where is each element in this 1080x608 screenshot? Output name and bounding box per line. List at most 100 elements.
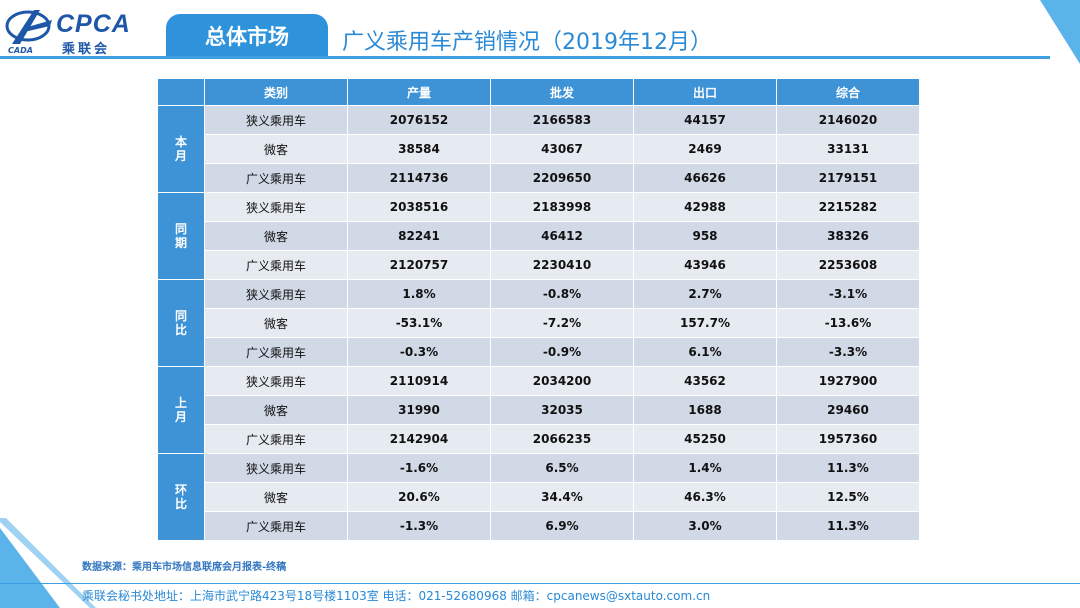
category-cell: 广义乘用车 [204, 424, 348, 454]
value-cell: 46626 [633, 163, 777, 193]
cpca-emblem-icon [5, 10, 52, 44]
group-label-text: 上月 [174, 396, 187, 424]
category-cell: 微客 [204, 482, 348, 512]
table-row: 微客 31990 32035 1688 29460 [158, 395, 920, 425]
table-row: 广义乘用车 -0.3% -0.9% 6.1% -3.3% [158, 337, 920, 367]
value-cell: -3.3% [776, 337, 920, 367]
value-cell: 2.7% [633, 279, 777, 309]
table-row: 广义乘用车 2114736 2209650 46626 2179151 [158, 163, 920, 193]
value-cell: 1927900 [776, 366, 920, 396]
section-tab: 总体市场 [166, 14, 328, 58]
table-row: 广义乘用车 2142904 2066235 45250 1957360 [158, 424, 920, 454]
category-cell: 狭义乘用车 [204, 105, 348, 135]
value-cell: 2179151 [776, 163, 920, 193]
category-cell: 狭义乘用车 [204, 453, 348, 483]
value-cell: 6.1% [633, 337, 777, 367]
value-cell: -0.9% [490, 337, 634, 367]
column-header: 批发 [490, 78, 634, 106]
column-header: 综合 [776, 78, 920, 106]
table-row: 本月 狭义乘用车 2076152 2166583 44157 2146020 [157, 105, 920, 193]
value-cell: 2469 [633, 134, 777, 164]
value-cell: 2183998 [490, 192, 634, 222]
data-source-note: 数据来源：乘用车市场信息联席会月报表-终稿 [82, 562, 287, 573]
group-label-text: 环比 [174, 483, 187, 511]
value-cell: 20.6% [347, 482, 491, 512]
logo-chinese: 乘联会 [62, 42, 111, 57]
table-row: 广义乘用车 2120757 2230410 43946 2253608 [158, 250, 920, 280]
value-cell: 2076152 [347, 105, 491, 135]
value-cell: 38584 [347, 134, 491, 164]
value-cell: -53.1% [347, 308, 491, 338]
table-row: 广义乘用车 -1.3% 6.9% 3.0% 11.3% [158, 511, 920, 541]
value-cell: 31990 [347, 395, 491, 425]
value-cell: 1.4% [633, 453, 777, 483]
footer-divider [0, 583, 1080, 584]
cpca-logo: CPCA 乘联会 CADA [4, 6, 154, 57]
value-cell: 38326 [776, 221, 920, 251]
value-cell: 42988 [633, 192, 777, 222]
value-cell: 2230410 [490, 250, 634, 280]
group-label: 环比 [157, 453, 205, 541]
category-cell: 狭义乘用车 [204, 279, 348, 309]
value-cell: 2253608 [776, 250, 920, 280]
category-cell: 狭义乘用车 [204, 366, 348, 396]
category-cell: 狭义乘用车 [204, 192, 348, 222]
value-cell: -0.8% [490, 279, 634, 309]
value-cell: 46412 [490, 221, 634, 251]
group-label-text: 同期 [174, 222, 187, 250]
value-cell: 43562 [633, 366, 777, 396]
table-row: 上月 狭义乘用车 2110914 2034200 43562 1927900 [157, 366, 920, 454]
value-cell: 33131 [776, 134, 920, 164]
value-cell: 1.8% [347, 279, 491, 309]
table-row: 同比 狭义乘用车 1.8% -0.8% 2.7% -3.1% [157, 279, 920, 367]
value-cell: 2110914 [347, 366, 491, 396]
value-cell: 43067 [490, 134, 634, 164]
group-label: 本月 [157, 105, 205, 193]
value-cell: 6.9% [490, 511, 634, 541]
value-cell: 2038516 [347, 192, 491, 222]
value-cell: 45250 [633, 424, 777, 454]
value-cell: 2066235 [490, 424, 634, 454]
value-cell: 2142904 [347, 424, 491, 454]
category-cell: 广义乘用车 [204, 511, 348, 541]
data-table: 类别 产量 批发 出口 综合 本月 狭义乘用车 2076152 2166583 44157 214… [157, 78, 920, 541]
table-row: 微客 -53.1% -7.2% 157.7% -13.6% [158, 308, 920, 338]
value-cell: 44157 [633, 105, 777, 135]
corner-decoration-top-right [1040, 0, 1080, 64]
value-cell: 157.7% [633, 308, 777, 338]
category-cell: 微客 [204, 134, 348, 164]
category-cell: 微客 [204, 308, 348, 338]
value-cell: 29460 [776, 395, 920, 425]
value-cell: -13.6% [776, 308, 920, 338]
category-cell: 广义乘用车 [204, 163, 348, 193]
value-cell: 958 [633, 221, 777, 251]
group-label: 上月 [157, 366, 205, 454]
value-cell: 2215282 [776, 192, 920, 222]
logo-wordmark: CPCA [56, 10, 131, 38]
column-header: 出口 [633, 78, 777, 106]
value-cell: 43946 [633, 250, 777, 280]
value-cell: 6.5% [490, 453, 634, 483]
category-cell: 广义乘用车 [204, 337, 348, 367]
value-cell: 46.3% [633, 482, 777, 512]
table-row: 环比 狭义乘用车 -1.6% 6.5% 1.4% 11.3% [157, 453, 920, 541]
table-row: 同期 狭义乘用车 2038516 2183998 42988 2215282 [157, 192, 920, 280]
value-cell: 2209650 [490, 163, 634, 193]
group-label-text: 本月 [174, 135, 187, 163]
value-cell: 12.5% [776, 482, 920, 512]
column-header: 类别 [204, 78, 348, 106]
value-cell: 34.4% [490, 482, 634, 512]
group-label-text: 同比 [174, 309, 187, 337]
header-corner-cell [157, 78, 205, 106]
value-cell: 2114736 [347, 163, 491, 193]
value-cell: -0.3% [347, 337, 491, 367]
table-row: 微客 20.6% 34.4% 46.3% 12.5% [158, 482, 920, 512]
column-header: 产量 [347, 78, 491, 106]
value-cell: 2120757 [347, 250, 491, 280]
group-label: 同期 [157, 192, 205, 280]
value-cell: 2034200 [490, 366, 634, 396]
table-row: 微客 38584 43067 2469 33131 [158, 134, 920, 164]
table-row: 微客 82241 46412 958 38326 [158, 221, 920, 251]
value-cell: 2146020 [776, 105, 920, 135]
table-header-row: 类别 产量 批发 出口 综合 [157, 78, 920, 106]
